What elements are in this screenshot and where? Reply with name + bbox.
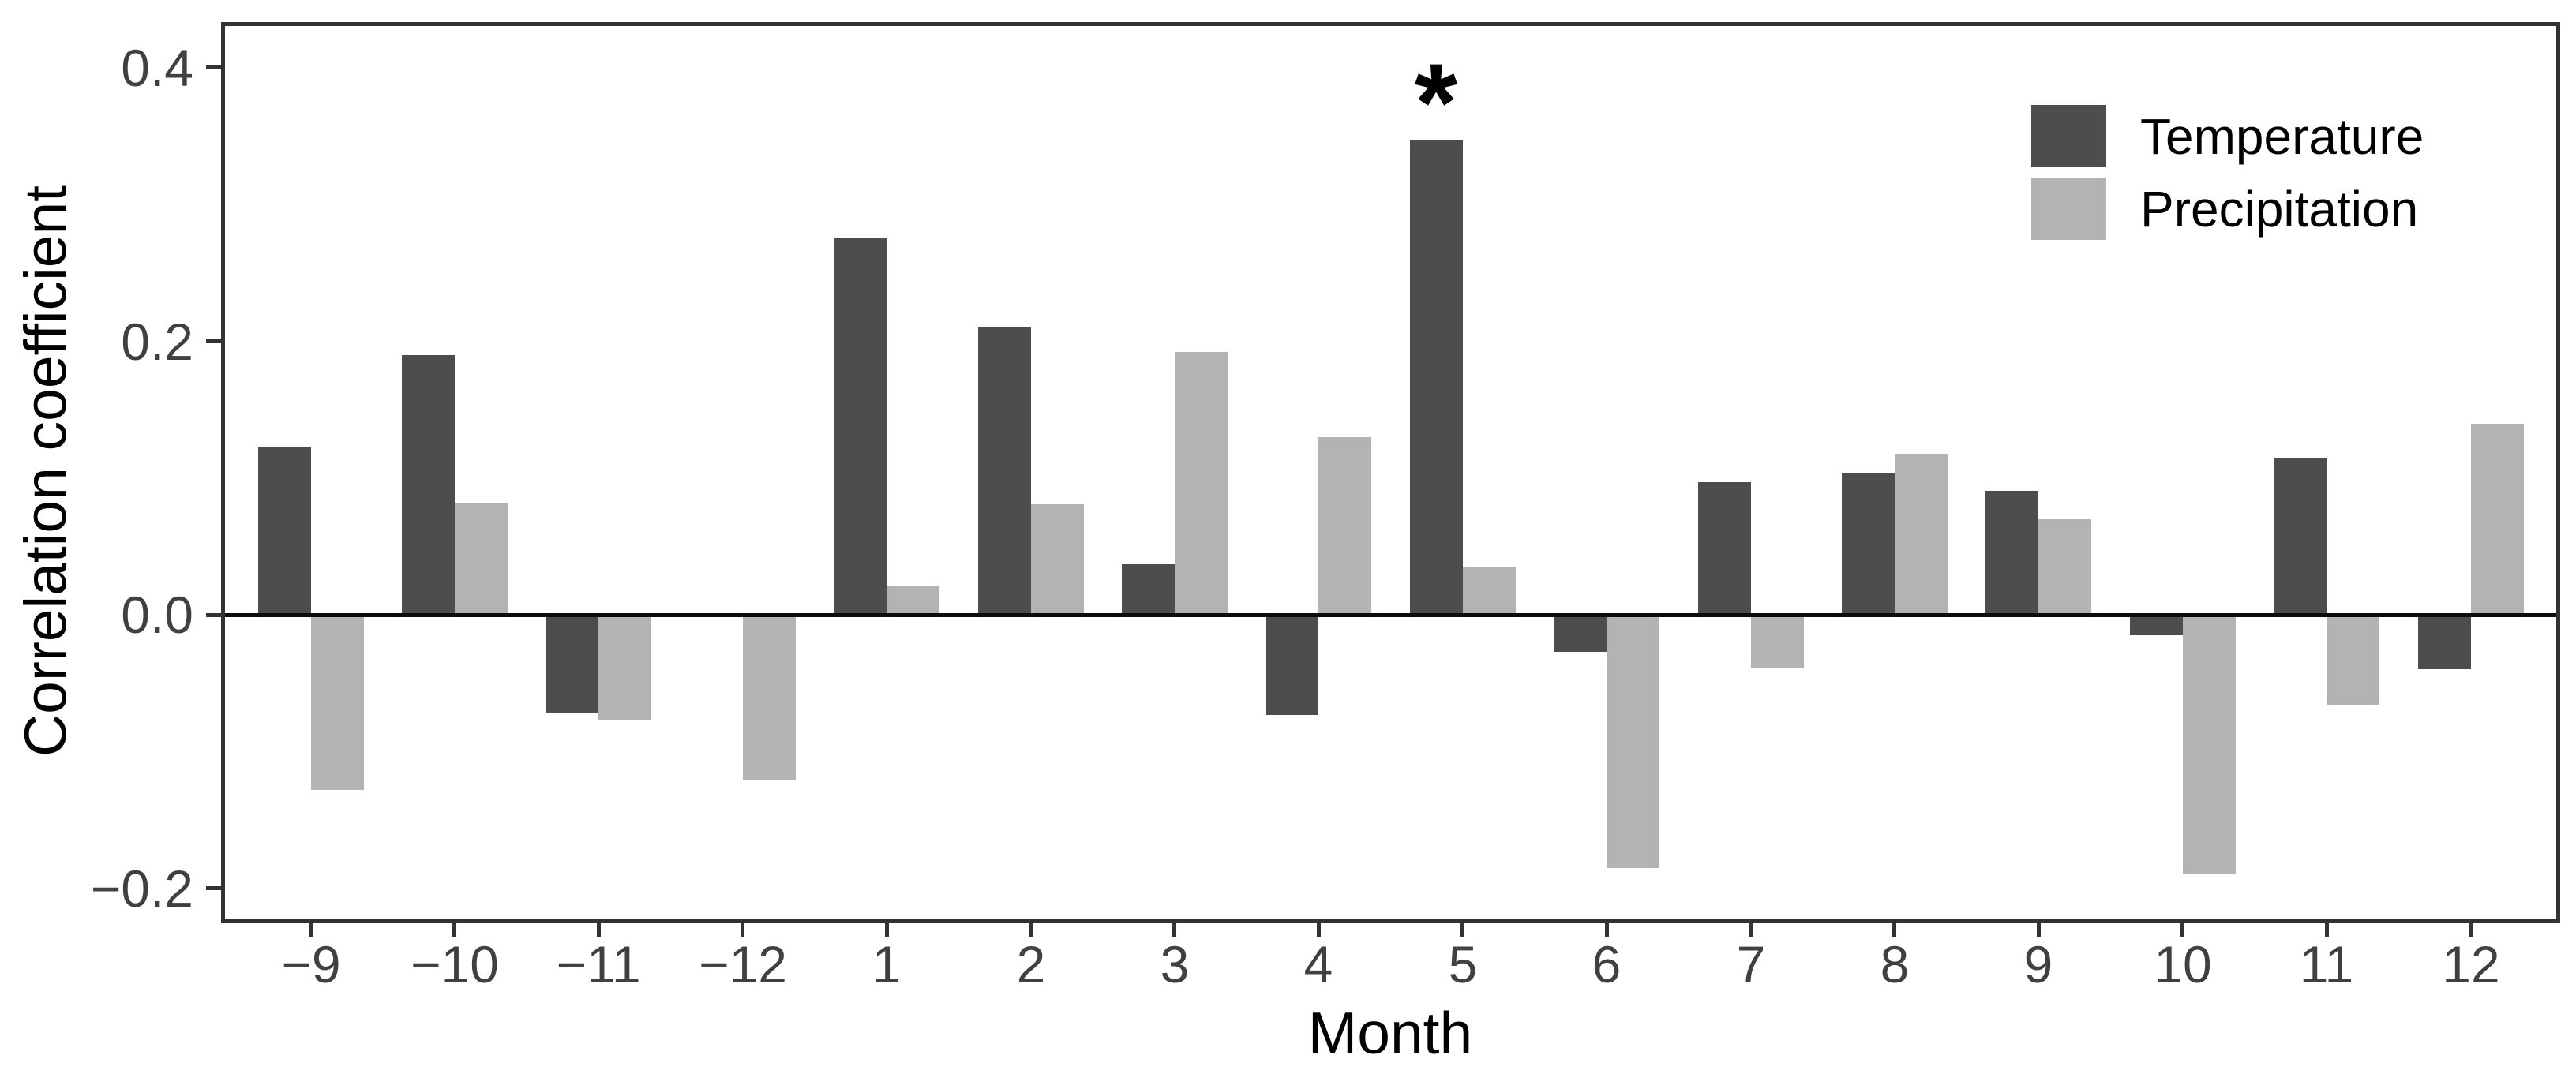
plot-panel: [221, 22, 2560, 923]
y-axis-tick: [206, 886, 225, 890]
x-axis-tick: [2325, 919, 2329, 937]
x-axis-tick-label: −12: [699, 935, 787, 994]
x-axis-tick: [2469, 919, 2473, 937]
x-axis-tick-label: 10: [2154, 935, 2212, 994]
x-axis-tick: [741, 919, 744, 937]
y-axis-title: Correlation coefficient: [12, 185, 79, 757]
x-axis-tick-label: 1: [872, 935, 902, 994]
x-axis-tick-label: 8: [1880, 935, 1910, 994]
x-axis-tick: [309, 919, 313, 937]
bar-temperature-month-5: [1410, 140, 1463, 616]
legend-entry-precipitation: Precipitation: [2031, 178, 2424, 240]
bar-temperature-month-−9: [258, 447, 311, 615]
bar-precipitation-month-−10: [455, 503, 508, 615]
bar-temperature-month-2: [978, 327, 1031, 615]
bar-precipitation-month-10: [2183, 615, 2236, 874]
x-axis-tick: [1605, 919, 1609, 937]
x-axis-tick: [1892, 919, 1896, 937]
bar-precipitation-month-8: [1895, 454, 1948, 616]
x-axis-tick: [1029, 919, 1033, 937]
y-axis-tick-label: 0.0: [121, 586, 193, 644]
bar-temperature-month-9: [1985, 491, 2038, 616]
y-axis-tick: [206, 65, 225, 69]
bar-temperature-month-10: [2130, 615, 2183, 635]
x-axis-tick: [1460, 919, 1464, 937]
bar-precipitation-month-3: [1175, 352, 1228, 615]
x-axis-tick: [2180, 919, 2184, 937]
x-axis-tick-label: 2: [1016, 935, 1046, 994]
legend-entry-temperature: Temperature: [2031, 105, 2424, 167]
bar-precipitation-month-−11: [598, 615, 651, 720]
bar-temperature-month-−11: [546, 615, 598, 713]
bar-precipitation-month-1: [887, 586, 939, 615]
x-axis-tick-label: 7: [1736, 935, 1766, 994]
x-axis-tick: [452, 919, 456, 937]
bar-temperature-month-−10: [402, 355, 455, 615]
y-axis-tick: [206, 613, 225, 617]
bar-precipitation-month-12: [2471, 424, 2524, 616]
y-axis-tick-label: −0.2: [90, 859, 193, 918]
x-axis-tick-label: 11: [2299, 935, 2354, 994]
bar-precipitation-month-−12: [743, 615, 796, 780]
x-axis-tick-label: −9: [281, 935, 341, 994]
legend: Temperature Precipitation: [2031, 105, 2424, 250]
x-axis-tick-label: 9: [2023, 935, 2053, 994]
bar-temperature-month-3: [1122, 564, 1175, 615]
legend-swatch-temperature-icon: [2031, 105, 2106, 167]
bar-precipitation-month-9: [2038, 519, 2091, 615]
legend-swatch-precipitation-icon: [2031, 178, 2106, 240]
x-axis-tick-label: −10: [411, 935, 499, 994]
bar-temperature-month-6: [1554, 615, 1607, 652]
bar-temperature-month-12: [2418, 615, 2471, 669]
bar-precipitation-month-2: [1031, 504, 1084, 615]
y-axis-tick-label: 0.2: [121, 312, 193, 371]
x-axis-tick: [885, 919, 889, 937]
x-axis-tick-label: 12: [2442, 935, 2500, 994]
x-axis-tick-label: 5: [1448, 935, 1478, 994]
y-axis-tick: [206, 339, 225, 343]
zero-baseline: [225, 613, 2556, 617]
x-axis-title: Month: [1307, 1000, 1473, 1066]
bar-precipitation-month-6: [1607, 615, 1659, 868]
bar-temperature-month-1: [834, 238, 887, 615]
x-axis-tick: [597, 919, 601, 937]
x-axis-tick: [1172, 919, 1176, 937]
y-axis-tick-label: 0.4: [121, 39, 193, 97]
bar-precipitation-month-11: [2327, 615, 2379, 705]
significance-asterisk: *: [1414, 40, 1458, 164]
legend-label-temperature: Temperature: [2140, 107, 2424, 165]
x-axis-tick-label: 6: [1592, 935, 1622, 994]
x-axis-tick-label: 3: [1160, 935, 1190, 994]
bar-precipitation-month-4: [1318, 437, 1371, 615]
x-axis-tick: [1749, 919, 1753, 937]
bar-precipitation-month-7: [1751, 615, 1804, 668]
x-axis-tick: [1317, 919, 1321, 937]
x-axis-tick: [2037, 919, 2041, 937]
x-axis-tick-label: −11: [556, 935, 641, 994]
bar-precipitation-month-5: [1463, 567, 1516, 616]
bar-temperature-month-7: [1698, 482, 1751, 615]
bar-precipitation-month-−9: [311, 615, 364, 790]
bar-temperature-month-8: [1842, 473, 1895, 615]
bar-temperature-month-11: [2274, 458, 2327, 615]
x-axis-tick-label: 4: [1303, 935, 1333, 994]
bar-temperature-month-4: [1266, 615, 1318, 715]
legend-label-precipitation: Precipitation: [2140, 180, 2419, 238]
